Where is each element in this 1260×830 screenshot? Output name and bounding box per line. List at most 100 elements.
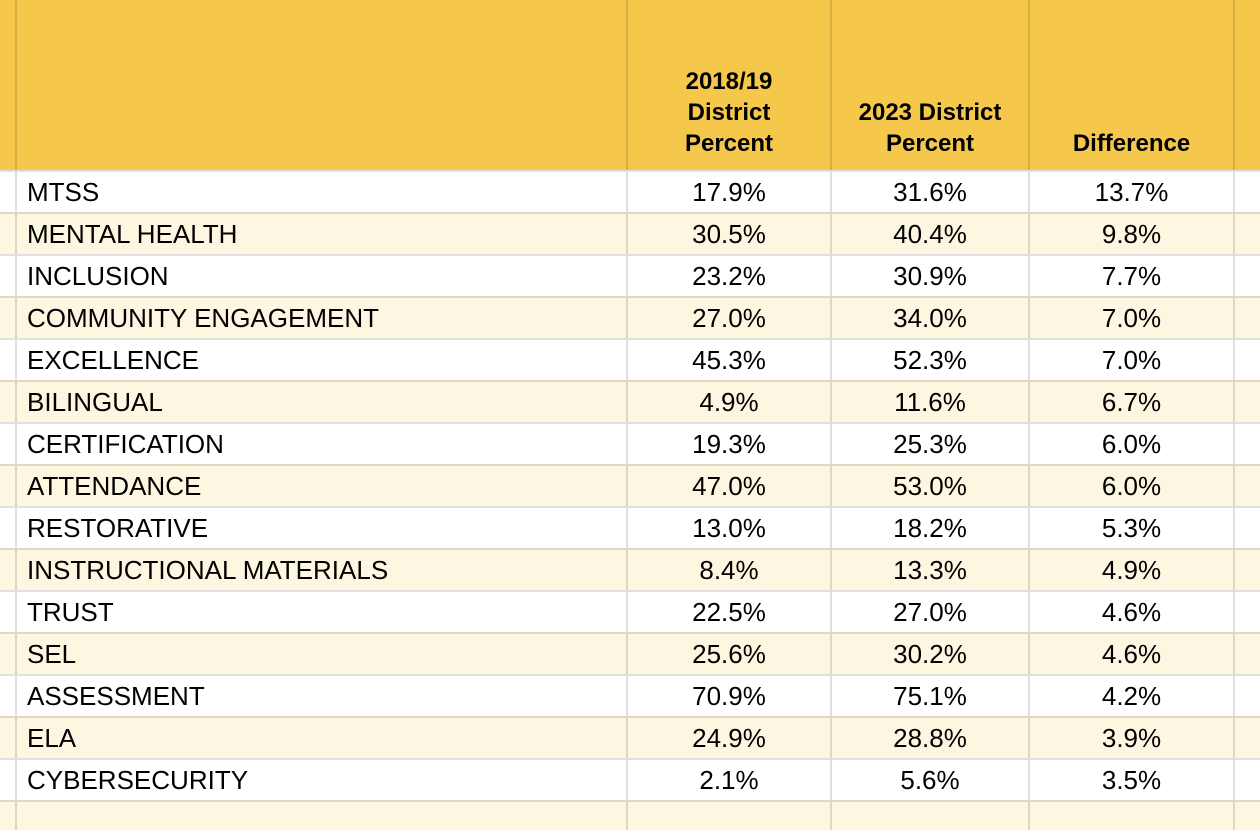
left-gutter-cell: [0, 380, 17, 422]
row-label[interactable]: CERTIFICATION: [17, 422, 628, 464]
row-label[interactable]: ASSESSMENT: [17, 674, 628, 716]
table-row-certification: CERTIFICATION 19.3% 25.3% 6.0%: [0, 422, 1260, 464]
cell-2018-percent[interactable]: 24.9%: [628, 716, 832, 758]
cell-2018-percent[interactable]: 8.4%: [628, 548, 832, 590]
empty-cell[interactable]: [1030, 800, 1235, 830]
right-gutter-cell: [1235, 380, 1260, 422]
header-topic-cell[interactable]: [17, 0, 628, 170]
cell-difference[interactable]: 7.7%: [1030, 254, 1235, 296]
cell-difference[interactable]: 13.7%: [1030, 170, 1235, 212]
left-gutter-cell: [0, 548, 17, 590]
cell-2023-percent[interactable]: 11.6%: [832, 380, 1030, 422]
cell-2018-percent[interactable]: 19.3%: [628, 422, 832, 464]
cell-2023-percent[interactable]: 40.4%: [832, 212, 1030, 254]
table-row-trust: TRUST 22.5% 27.0% 4.6%: [0, 590, 1260, 632]
table-row-ela: ELA 24.9% 28.8% 3.9%: [0, 716, 1260, 758]
cell-difference[interactable]: 6.0%: [1030, 464, 1235, 506]
right-gutter-cell: [1235, 506, 1260, 548]
row-label[interactable]: EXCELLENCE: [17, 338, 628, 380]
cell-2023-percent[interactable]: 27.0%: [832, 590, 1030, 632]
empty-cell[interactable]: [17, 800, 628, 830]
cell-2018-percent[interactable]: 2.1%: [628, 758, 832, 800]
row-label[interactable]: INSTRUCTIONAL MATERIALS: [17, 548, 628, 590]
cell-difference[interactable]: 4.6%: [1030, 632, 1235, 674]
table-row-instructional-materials: INSTRUCTIONAL MATERIALS 8.4% 13.3% 4.9%: [0, 548, 1260, 590]
cell-2018-percent[interactable]: 22.5%: [628, 590, 832, 632]
header-2023-district-percent[interactable]: 2023 District Percent: [832, 0, 1030, 170]
table-row-cybersecurity: CYBERSECURITY 2.1% 5.6% 3.5%: [0, 758, 1260, 800]
cell-2018-percent[interactable]: 45.3%: [628, 338, 832, 380]
cell-difference[interactable]: 3.9%: [1030, 716, 1235, 758]
cell-2023-percent[interactable]: 28.8%: [832, 716, 1030, 758]
right-gutter-cell: [1235, 716, 1260, 758]
cell-2018-percent[interactable]: 17.9%: [628, 170, 832, 212]
cell-2018-percent[interactable]: 13.0%: [628, 506, 832, 548]
row-label[interactable]: CYBERSECURITY: [17, 758, 628, 800]
cell-2023-percent[interactable]: 53.0%: [832, 464, 1030, 506]
row-label[interactable]: INCLUSION: [17, 254, 628, 296]
cell-difference[interactable]: 6.0%: [1030, 422, 1235, 464]
cell-2023-percent[interactable]: 52.3%: [832, 338, 1030, 380]
row-label[interactable]: RESTORATIVE: [17, 506, 628, 548]
cell-2023-percent[interactable]: 5.6%: [832, 758, 1030, 800]
cell-difference[interactable]: 4.2%: [1030, 674, 1235, 716]
right-gutter-cell: [1235, 758, 1260, 800]
row-label[interactable]: TRUST: [17, 590, 628, 632]
cell-difference[interactable]: 3.5%: [1030, 758, 1235, 800]
table-row-empty-partial: [0, 800, 1260, 830]
cell-2018-percent[interactable]: 30.5%: [628, 212, 832, 254]
cell-2018-percent[interactable]: 27.0%: [628, 296, 832, 338]
cell-2023-percent[interactable]: 34.0%: [832, 296, 1030, 338]
cell-difference[interactable]: 9.8%: [1030, 212, 1235, 254]
cell-difference[interactable]: 7.0%: [1030, 296, 1235, 338]
table-row-sel: SEL 25.6% 30.2% 4.6%: [0, 632, 1260, 674]
row-label[interactable]: BILINGUAL: [17, 380, 628, 422]
cell-2018-percent[interactable]: 23.2%: [628, 254, 832, 296]
header-left-gutter-cell: [0, 0, 17, 170]
right-gutter-cell: [1235, 296, 1260, 338]
cell-2023-percent[interactable]: 75.1%: [832, 674, 1030, 716]
left-gutter-cell: [0, 674, 17, 716]
cell-difference[interactable]: 4.6%: [1030, 590, 1235, 632]
cell-2018-percent[interactable]: 4.9%: [628, 380, 832, 422]
cell-2023-percent[interactable]: 30.2%: [832, 632, 1030, 674]
left-gutter-cell: [0, 338, 17, 380]
cell-difference[interactable]: 4.9%: [1030, 548, 1235, 590]
cell-2023-percent[interactable]: 31.6%: [832, 170, 1030, 212]
cell-2023-percent[interactable]: 18.2%: [832, 506, 1030, 548]
left-gutter-cell: [0, 590, 17, 632]
row-label[interactable]: MENTAL HEALTH: [17, 212, 628, 254]
empty-cell[interactable]: [832, 800, 1030, 830]
row-label[interactable]: ATTENDANCE: [17, 464, 628, 506]
left-gutter-cell: [0, 254, 17, 296]
cell-2018-percent[interactable]: 47.0%: [628, 464, 832, 506]
row-label[interactable]: ELA: [17, 716, 628, 758]
cell-2023-percent[interactable]: 13.3%: [832, 548, 1030, 590]
row-label[interactable]: COMMUNITY ENGAGEMENT: [17, 296, 628, 338]
cell-difference[interactable]: 7.0%: [1030, 338, 1235, 380]
row-label[interactable]: SEL: [17, 632, 628, 674]
row-label[interactable]: MTSS: [17, 170, 628, 212]
right-gutter-cell: [1235, 338, 1260, 380]
right-gutter-cell: [1235, 590, 1260, 632]
cell-2018-percent[interactable]: 70.9%: [628, 674, 832, 716]
cell-difference[interactable]: 5.3%: [1030, 506, 1235, 548]
table-row-assessment: ASSESSMENT 70.9% 75.1% 4.2%: [0, 674, 1260, 716]
header-2018-19-district-percent[interactable]: 2018/19 District Percent: [628, 0, 832, 170]
empty-cell[interactable]: [628, 800, 832, 830]
table-row-restorative: RESTORATIVE 13.0% 18.2% 5.3%: [0, 506, 1260, 548]
cell-2018-percent[interactable]: 25.6%: [628, 632, 832, 674]
left-gutter-cell: [0, 632, 17, 674]
left-gutter-cell: [0, 212, 17, 254]
left-gutter-cell: [0, 170, 17, 212]
left-gutter-cell: [0, 506, 17, 548]
left-gutter-cell: [0, 464, 17, 506]
right-gutter-cell: [1235, 464, 1260, 506]
cell-difference[interactable]: 6.7%: [1030, 380, 1235, 422]
cell-2023-percent[interactable]: 30.9%: [832, 254, 1030, 296]
header-difference[interactable]: Difference: [1030, 0, 1235, 170]
left-gutter-cell: [0, 296, 17, 338]
cell-2023-percent[interactable]: 25.3%: [832, 422, 1030, 464]
table-row-bilingual: BILINGUAL 4.9% 11.6% 6.7%: [0, 380, 1260, 422]
